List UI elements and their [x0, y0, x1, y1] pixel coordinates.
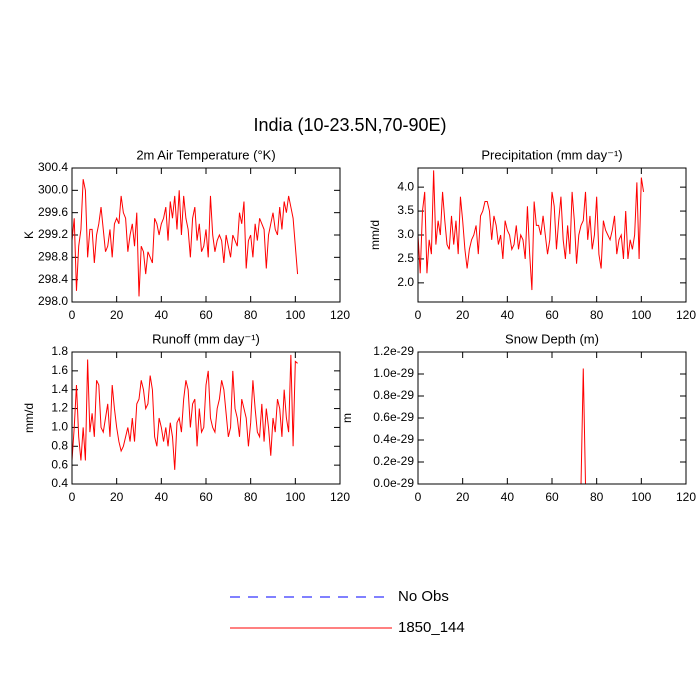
x-tick-label: 0 — [69, 308, 76, 322]
y-tick-label: 0.8 — [51, 438, 68, 452]
legend-label: 1850_144 — [398, 619, 465, 636]
y-tick-label: 0.4 — [51, 476, 68, 490]
x-tick-label: 20 — [110, 490, 124, 504]
plot-frame — [71, 167, 341, 303]
plot-frame — [417, 351, 687, 485]
x-tick-label: 40 — [501, 308, 515, 322]
legend-label: No Obs — [398, 588, 449, 605]
x-tick-label: 100 — [631, 490, 651, 504]
y-tick-label: 300.4 — [38, 160, 68, 174]
y-tick-label: 1.2e-29 — [373, 344, 414, 358]
y-axis-label: mm/d — [22, 403, 36, 433]
y-tick-label: 0.4e-29 — [373, 432, 414, 446]
figure-title: India (10-23.5N,70-90E) — [253, 115, 446, 135]
x-tick-label: 80 — [244, 490, 258, 504]
y-tick-label: 4.0 — [397, 179, 414, 193]
y-tick-label: 2.5 — [397, 251, 414, 265]
y-axis-label: mm/d — [368, 220, 382, 250]
x-tick-label: 80 — [590, 490, 604, 504]
panel-title: Precipitation (mm day⁻¹) — [481, 147, 622, 162]
x-tick-label: 0 — [415, 490, 422, 504]
y-tick-label: 298.0 — [38, 294, 68, 308]
x-tick-label: 80 — [244, 308, 258, 322]
y-tick-label: 0.0e-29 — [373, 476, 414, 490]
x-tick-label: 60 — [545, 490, 559, 504]
y-tick-label: 3.5 — [397, 203, 414, 217]
y-tick-label: 1.6 — [51, 363, 68, 377]
x-tick-label: 120 — [330, 490, 350, 504]
x-tick-label: 20 — [456, 308, 470, 322]
x-tick-label: 100 — [285, 308, 305, 322]
x-tick-label: 100 — [631, 308, 651, 322]
panel-title: 2m Air Temperature (°K) — [136, 147, 275, 162]
panel-title: Snow Depth (m) — [505, 331, 599, 346]
y-tick-label: 1.8 — [51, 344, 68, 358]
y-tick-label: 0.2e-29 — [373, 454, 414, 468]
panel-title: Runoff (mm day⁻¹) — [152, 331, 260, 346]
x-tick-label: 100 — [285, 490, 305, 504]
y-tick-label: 298.4 — [38, 272, 68, 286]
data-line — [71, 354, 298, 470]
x-tick-label: 60 — [199, 308, 213, 322]
data-line — [417, 170, 645, 291]
x-tick-label: 20 — [456, 490, 470, 504]
data-line — [71, 179, 299, 297]
y-tick-label: 298.8 — [38, 250, 68, 264]
y-axis-label: K — [22, 231, 36, 239]
x-tick-label: 40 — [155, 490, 169, 504]
y-tick-label: 0.8e-29 — [373, 388, 414, 402]
y-tick-label: 299.6 — [38, 205, 68, 219]
x-tick-label: 20 — [110, 308, 124, 322]
y-axis-label: m — [340, 413, 354, 423]
x-tick-label: 80 — [590, 308, 604, 322]
y-tick-label: 1.0e-29 — [373, 366, 414, 380]
y-tick-label: 1.4 — [51, 382, 68, 396]
y-tick-label: 1.0 — [51, 420, 68, 434]
x-tick-label: 120 — [676, 308, 696, 322]
y-tick-label: 1.2 — [51, 401, 68, 415]
x-tick-label: 120 — [676, 490, 696, 504]
y-tick-label: 300.0 — [38, 183, 68, 197]
plot-frame — [417, 167, 687, 303]
x-tick-label: 40 — [155, 308, 169, 322]
x-tick-label: 120 — [330, 308, 350, 322]
x-tick-label: 0 — [69, 490, 76, 504]
y-tick-label: 2.0 — [397, 275, 414, 289]
y-tick-label: 0.6e-29 — [373, 410, 414, 424]
plot-frame — [71, 351, 341, 485]
y-tick-label: 299.2 — [38, 227, 68, 241]
x-tick-label: 0 — [415, 308, 422, 322]
y-tick-label: 3.0 — [397, 227, 414, 241]
x-tick-label: 40 — [501, 490, 515, 504]
y-tick-label: 0.6 — [51, 457, 68, 471]
x-tick-label: 60 — [199, 490, 213, 504]
x-tick-label: 60 — [545, 308, 559, 322]
